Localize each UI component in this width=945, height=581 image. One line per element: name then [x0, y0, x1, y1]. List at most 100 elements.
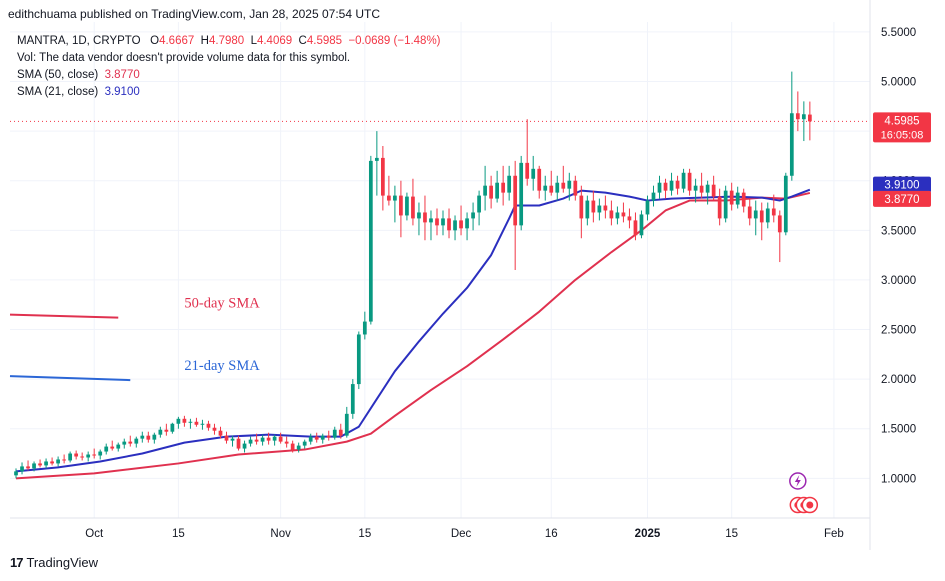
candle-body: [549, 185, 554, 193]
candle-body: [765, 208, 770, 223]
candle: [272, 434, 277, 446]
sma50-legend[interactable]: SMA (50, close) 3.8770: [17, 69, 140, 81]
candle: [729, 182, 734, 211]
candle-body: [236, 438, 241, 449]
candle-body: [783, 175, 788, 233]
candle-body: [308, 436, 313, 442]
candle-body: [447, 218, 451, 231]
candle: [356, 331, 361, 390]
candle-body: [753, 210, 758, 219]
candle-body: [807, 114, 812, 122]
candle: [609, 200, 614, 226]
sma50-label: SMA (50, close): [17, 69, 99, 81]
close-label: C: [298, 35, 307, 47]
candle-body: [585, 200, 590, 219]
candle: [447, 208, 451, 239]
candle: [326, 430, 331, 441]
candle-body: [675, 180, 680, 189]
candle: [44, 458, 48, 469]
candle-body: [374, 157, 379, 161]
candle: [332, 426, 337, 440]
price-axis-label: 3.8770: [873, 190, 931, 207]
candle: [663, 178, 668, 199]
candle-body: [332, 429, 337, 438]
price-axis-label: 4.5985 16:05:08: [873, 112, 931, 143]
candle: [771, 194, 776, 223]
candle-body: [134, 438, 139, 444]
candle-body: [260, 437, 265, 442]
candle-body: [362, 321, 367, 335]
candle-body: [687, 172, 692, 191]
candle-body: [110, 446, 115, 449]
candle: [32, 461, 36, 472]
candle: [651, 185, 656, 207]
candle-body: [525, 162, 530, 179]
tradingview-brand: TradingView: [26, 555, 99, 570]
price-label-countdown: 16:05:08: [881, 129, 924, 141]
candle: [182, 415, 187, 427]
candle: [314, 432, 319, 443]
annotation-label: 50-day SMA: [184, 296, 260, 312]
candle: [74, 450, 79, 460]
x-tick-label: 15: [358, 528, 371, 540]
candle-body: [224, 435, 229, 441]
candle: [104, 443, 109, 455]
candle: [741, 188, 746, 213]
high-label: H: [200, 35, 209, 47]
candle: [393, 185, 397, 223]
candle-body: [254, 439, 259, 442]
candle-body: [621, 212, 626, 217]
candle: [350, 379, 355, 419]
sma21-legend[interactable]: SMA (21, close) 3.9100: [17, 86, 140, 98]
candle: [795, 91, 800, 132]
candle-body: [441, 218, 445, 226]
candle-body: [489, 185, 493, 199]
candle: [513, 160, 518, 270]
candle: [747, 198, 752, 226]
candle: [627, 208, 632, 229]
lightning-event-icon: [789, 472, 807, 490]
candle-body: [206, 423, 211, 428]
candle: [308, 433, 313, 445]
candle-body: [188, 421, 193, 423]
candle-body: [717, 196, 722, 219]
candle-body: [513, 175, 518, 226]
candle: [453, 215, 457, 241]
candle: [194, 417, 199, 427]
candle-body: [266, 437, 271, 441]
candle: [537, 165, 542, 199]
candle: [62, 454, 66, 464]
symbol-label[interactable]: MANTRA, 1D, CRYPTO: [17, 35, 141, 47]
candle-body: [483, 185, 487, 196]
candle-body: [128, 441, 133, 444]
candle: [711, 175, 716, 201]
candle-body: [44, 461, 48, 466]
tradingview-footer[interactable]: 17 TradingView: [10, 555, 98, 570]
candle: [567, 172, 572, 201]
candle: [555, 175, 560, 201]
candle-body: [639, 214, 644, 236]
candle-body: [158, 429, 163, 435]
candles: [14, 71, 812, 479]
candle-body: [507, 175, 512, 193]
candle: [56, 456, 60, 467]
candle-body: [789, 113, 794, 176]
candle: [549, 170, 554, 196]
candle: [278, 432, 283, 444]
candle-body: [693, 185, 698, 191]
price-axis-label: 3.9100: [873, 176, 931, 193]
candle-body: [146, 435, 151, 440]
candle: [435, 208, 439, 236]
candle-body: [38, 463, 42, 466]
price-label-bg: [873, 190, 931, 207]
x-tick-label: 15: [172, 528, 185, 540]
candle: [230, 435, 235, 447]
candle: [254, 433, 259, 445]
tradingview-logo-icon: 17: [10, 555, 24, 570]
candle: [374, 131, 379, 196]
candle-body: [477, 195, 481, 213]
candle: [717, 188, 722, 226]
candle: [501, 165, 506, 206]
candle: [302, 439, 307, 449]
